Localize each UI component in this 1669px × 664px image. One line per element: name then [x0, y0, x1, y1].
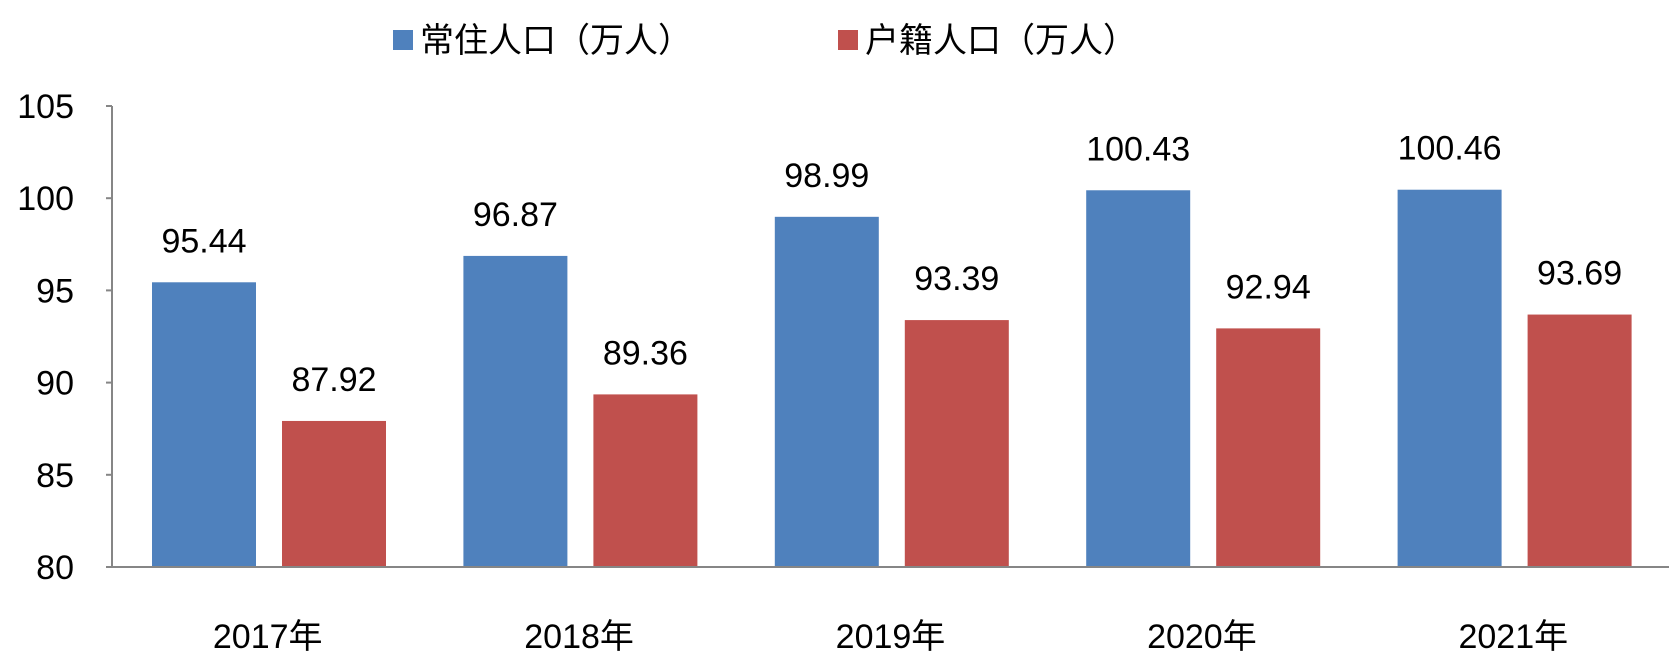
data-label: 93.69	[1537, 255, 1622, 293]
data-label: 92.94	[1226, 268, 1311, 306]
bar-resident	[463, 255, 568, 567]
legend: 常住人口（万人） 户籍人口（万人）	[393, 22, 1137, 60]
data-label: 98.99	[784, 157, 869, 195]
y-axis: 80 85 90 95 100 105	[17, 88, 113, 587]
bar-registered	[282, 420, 386, 567]
bar-registered	[904, 320, 1009, 567]
bar-resident	[1086, 190, 1191, 567]
y-tick-label: 80	[36, 549, 74, 587]
legend-label-resident: 常住人口（万人）	[420, 22, 692, 60]
legend-swatch-registered	[838, 30, 858, 50]
y-tick-label: 105	[17, 88, 74, 126]
legend-swatch-resident	[393, 30, 413, 50]
data-label: 93.39	[914, 260, 999, 298]
data-label: 100.46	[1398, 130, 1502, 168]
x-tick-label: 2019年	[836, 618, 946, 656]
y-tick-label: 90	[36, 365, 74, 403]
x-tick-label: 2020年	[1147, 618, 1257, 656]
x-axis: 2017年 2018年 2019年 2020年 2021年	[112, 566, 1669, 656]
data-label: 96.87	[473, 196, 558, 234]
x-tick-label: 2018年	[524, 618, 634, 656]
bar-resident	[1397, 189, 1502, 568]
x-tick-label: 2017年	[213, 618, 323, 656]
bar-registered	[1527, 314, 1632, 567]
y-tick-label: 85	[36, 457, 74, 495]
y-tick-label: 95	[36, 272, 74, 310]
x-tick-label: 2021年	[1458, 618, 1568, 656]
bars: 95.44 87.92 96.87 89.36 98.99 93.39 100.43 92.9…	[152, 130, 1632, 568]
data-label: 100.43	[1086, 130, 1190, 168]
bar-resident	[152, 282, 256, 567]
data-label: 87.92	[291, 361, 376, 399]
data-label: 95.44	[161, 222, 246, 260]
y-tick-label: 100	[17, 180, 74, 218]
bar-resident	[774, 216, 879, 567]
legend-label-registered: 户籍人口（万人）	[865, 22, 1137, 60]
bar-registered	[1216, 328, 1321, 567]
bar-registered	[593, 394, 698, 567]
data-label: 89.36	[603, 334, 688, 372]
